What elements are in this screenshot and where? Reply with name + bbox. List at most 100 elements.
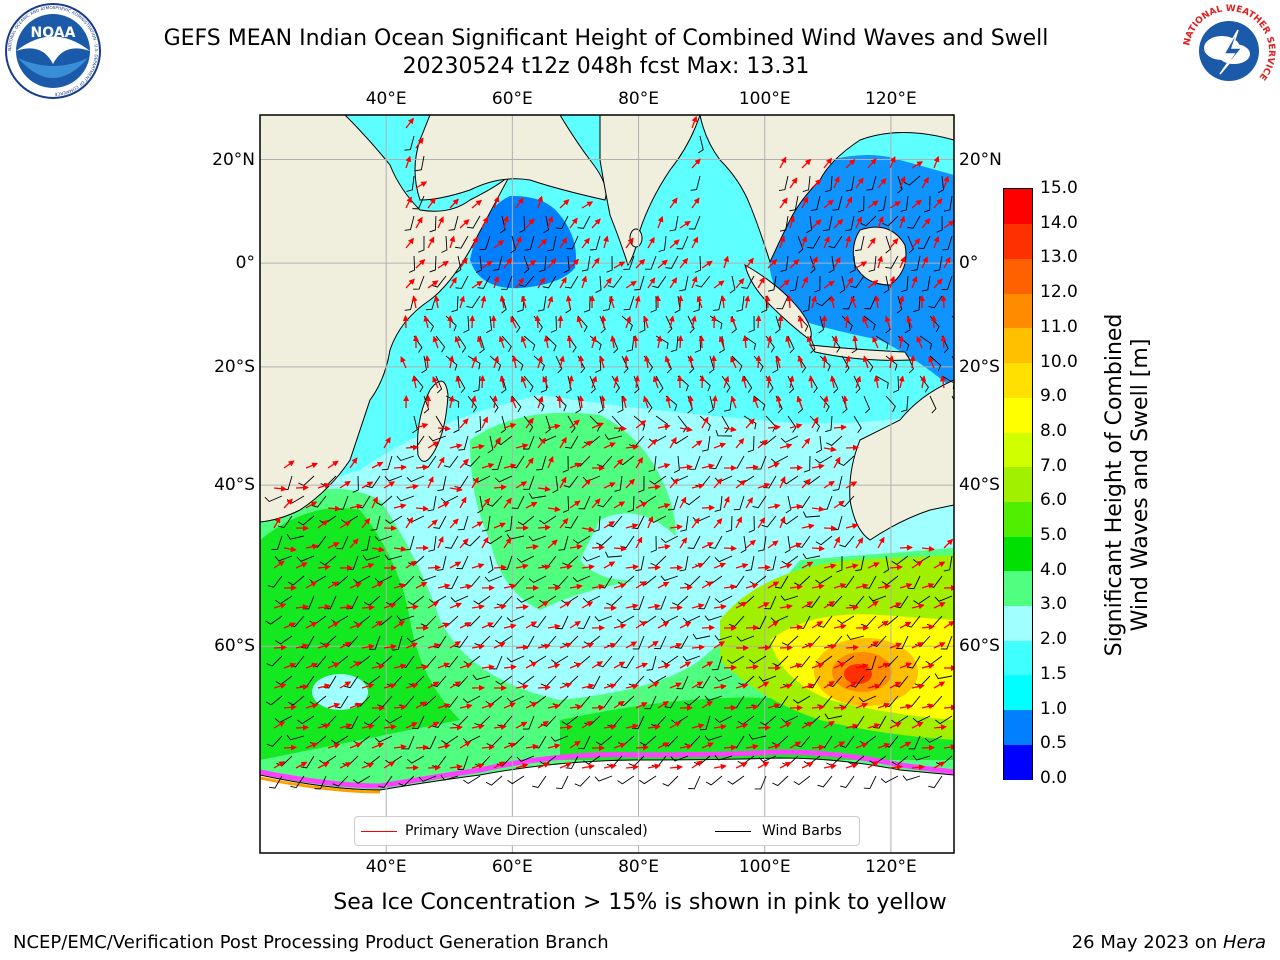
wave-direction-arrow bbox=[449, 561, 462, 569]
wave-direction-arrow bbox=[823, 563, 837, 570]
wind-barb bbox=[714, 754, 733, 761]
wind-barb bbox=[714, 595, 733, 604]
wind-barb bbox=[877, 195, 887, 212]
wave-direction-arrow bbox=[779, 235, 786, 249]
wave-direction-arrow bbox=[679, 743, 693, 750]
wind-barb bbox=[866, 175, 877, 191]
colorbar-segment bbox=[1004, 501, 1032, 537]
wave-direction-arrow bbox=[920, 375, 927, 389]
wave-direction-arrow bbox=[415, 422, 429, 429]
wave-direction-arrow bbox=[415, 664, 429, 671]
wind-barb bbox=[440, 775, 459, 781]
wave-direction-arrow bbox=[745, 583, 759, 589]
wave-direction-arrow bbox=[767, 503, 781, 510]
wave-direction-arrow bbox=[723, 664, 737, 671]
colorbar-tick-label: 7.0 bbox=[1040, 455, 1068, 476]
colorbar-tick-label: 14.0 bbox=[1040, 212, 1078, 233]
wave-direction-arrow bbox=[371, 663, 385, 670]
wave-direction-arrow bbox=[635, 662, 649, 669]
wave-direction-arrow bbox=[581, 201, 594, 209]
wave-direction-arrow bbox=[613, 501, 626, 509]
wave-direction-arrow bbox=[459, 538, 469, 549]
wind-barb bbox=[428, 535, 437, 552]
wind-barb bbox=[605, 551, 623, 558]
wind-barb bbox=[278, 515, 293, 529]
wave-direction-arrow bbox=[943, 220, 954, 229]
wave-direction-arrow bbox=[449, 235, 456, 249]
colorbar-tick-label: 1.0 bbox=[1040, 698, 1068, 719]
wave-direction-arrow bbox=[757, 644, 771, 651]
wave-direction-arrow bbox=[877, 178, 887, 189]
wave-direction-arrow bbox=[730, 316, 737, 329]
wave-direction-arrow bbox=[433, 295, 440, 309]
wave-direction-arrow bbox=[643, 395, 649, 409]
wave-direction-arrow bbox=[349, 661, 362, 669]
wave-direction-arrow bbox=[845, 762, 859, 769]
africa-landmass bbox=[260, 115, 511, 523]
wind-barb bbox=[941, 235, 953, 251]
wave-direction-arrow bbox=[603, 683, 617, 690]
wave-direction-arrow bbox=[471, 443, 485, 450]
wave-direction-arrow bbox=[647, 763, 661, 770]
wind-barb bbox=[564, 275, 579, 289]
wave-direction-arrow bbox=[515, 644, 529, 651]
colorbar-tick-label: 10.0 bbox=[1040, 351, 1078, 372]
wave-direction-arrow bbox=[427, 280, 439, 289]
wave-direction-arrow bbox=[779, 443, 793, 449]
wave-direction-arrow bbox=[537, 643, 551, 650]
wave-direction-arrow bbox=[779, 197, 788, 209]
wave-direction-arrow bbox=[797, 355, 804, 369]
wave-direction-arrow bbox=[591, 583, 605, 590]
wind-barb bbox=[577, 615, 591, 630]
wave-direction-arrow bbox=[423, 315, 430, 329]
wind-barb bbox=[547, 235, 557, 252]
wind-barb bbox=[577, 215, 591, 229]
wave-direction-arrow bbox=[405, 444, 419, 451]
wave-direction-arrow bbox=[471, 723, 485, 730]
wind-barb bbox=[900, 195, 909, 212]
wind-barb bbox=[604, 434, 623, 440]
wind-barb bbox=[487, 555, 494, 574]
wind-barb bbox=[787, 415, 797, 433]
wave-direction-arrow bbox=[657, 621, 670, 629]
wind-barb bbox=[919, 335, 933, 350]
wave-direction-arrow bbox=[317, 723, 331, 730]
wave-height-4m-zone-west bbox=[260, 508, 460, 760]
wind-barb bbox=[883, 275, 890, 294]
madagascar bbox=[417, 380, 449, 462]
wave-direction-arrow bbox=[559, 476, 567, 489]
wind-barb bbox=[860, 215, 877, 227]
wave-direction-arrow bbox=[339, 762, 352, 769]
wind-barb bbox=[266, 655, 283, 667]
wave-direction-arrow bbox=[779, 156, 787, 169]
colorbar-tick-label: 4.0 bbox=[1040, 559, 1068, 580]
wave-direction-arrow bbox=[735, 722, 749, 729]
wave-direction-arrow bbox=[525, 621, 538, 629]
colorbar-segment bbox=[1004, 744, 1032, 780]
wave-direction-arrow bbox=[801, 642, 815, 649]
wave-direction-arrow bbox=[305, 742, 318, 749]
wave-direction-arrow bbox=[889, 201, 902, 209]
wave-direction-arrow bbox=[427, 721, 440, 729]
wind-barb bbox=[594, 775, 613, 782]
wave-direction-arrow bbox=[811, 621, 824, 629]
wave-direction-arrow bbox=[603, 277, 612, 289]
wind-barbs-legend-label: Wind Barbs bbox=[762, 823, 842, 839]
wave-direction-arrow bbox=[635, 258, 646, 269]
wave-direction-arrow bbox=[647, 438, 658, 449]
wave-direction-arrow bbox=[669, 197, 678, 209]
wave-direction-arrow bbox=[361, 723, 375, 730]
wind-barb bbox=[818, 315, 825, 334]
wave-direction-arrow bbox=[537, 395, 544, 409]
wave-direction-arrow bbox=[459, 295, 465, 309]
wind-barb bbox=[563, 255, 570, 273]
wave-direction-arrow bbox=[755, 315, 762, 329]
wave-direction-arrow bbox=[625, 764, 639, 771]
top-longitude-tick: 40°E bbox=[365, 89, 407, 109]
wind-barb bbox=[645, 255, 657, 270]
wave-direction-arrow bbox=[393, 744, 407, 751]
wave-direction-arrow bbox=[801, 762, 814, 769]
wave-direction-arrow bbox=[427, 476, 434, 489]
wave-direction-arrow bbox=[801, 235, 808, 249]
wave-direction-arrow bbox=[566, 335, 573, 349]
